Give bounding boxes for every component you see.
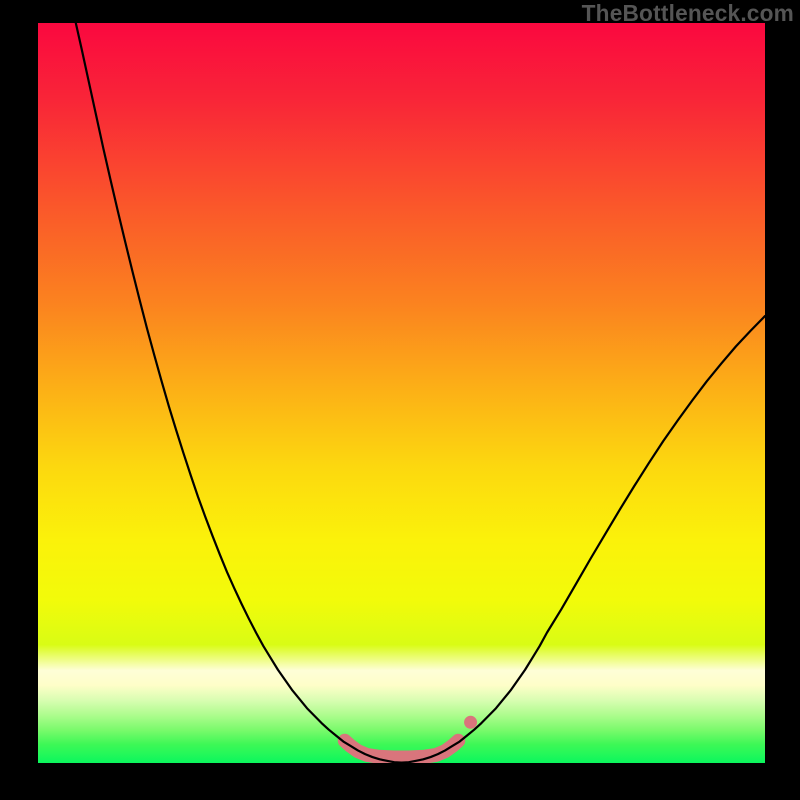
- chart-svg: [0, 0, 800, 800]
- plot-area: [38, 23, 765, 763]
- watermark-text: TheBottleneck.com: [582, 0, 794, 27]
- chart-stage: TheBottleneck.com: [0, 0, 800, 800]
- gradient-background: [38, 23, 765, 763]
- highlight-extra-dot: [464, 716, 477, 729]
